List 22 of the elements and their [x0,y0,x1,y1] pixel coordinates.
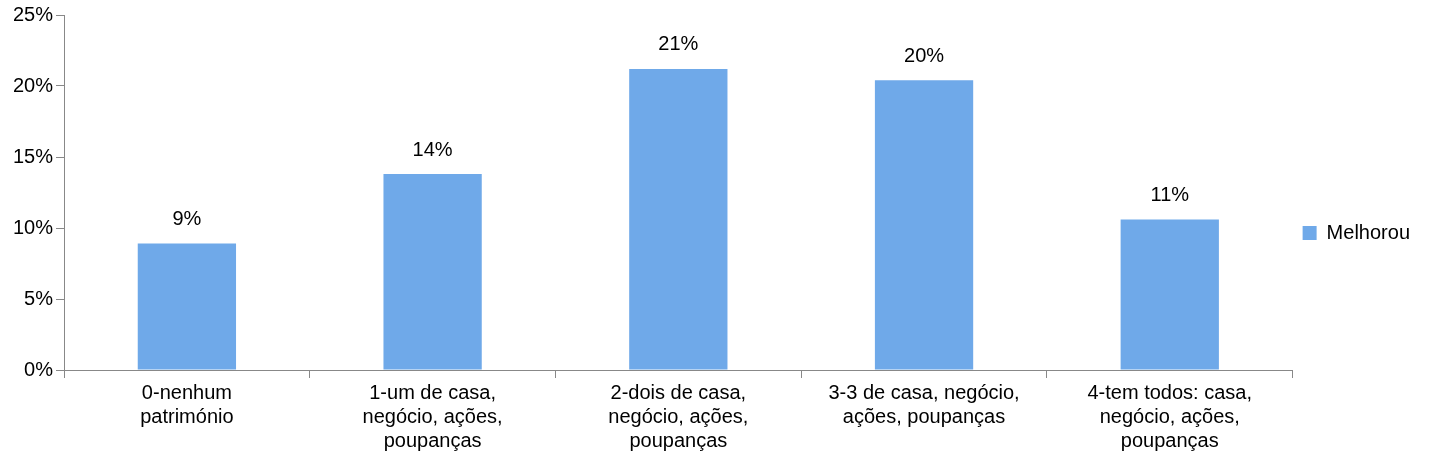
x-tick-label: 4-tem todos: casa, negócio, ações, poupanças [1087,380,1253,451]
data-label: 14% [412,137,453,160]
y-tick-label: 5% [24,286,54,309]
y-tick-label: 10% [13,215,54,238]
data-label: 20% [904,43,945,66]
bar [1120,219,1219,370]
y-tick-label: 0% [24,357,54,380]
y-tick-label: 15% [13,144,54,167]
y-tick-label: 25% [13,2,54,25]
x-tick-label: 1-um de casa, negócio, ações, poupanças [362,380,503,451]
x-tick-label: 2-dois de casa, negócio, ações, poupanças [608,380,749,451]
data-label: 9% [172,207,202,230]
bar [629,68,728,370]
data-label: 11% [1150,183,1190,205]
data-label: 21% [658,32,699,55]
y-tick-label: 20% [13,73,54,96]
x-tick-label: 3-3 de casa, negócio, ações, poupanças [828,380,1020,427]
bar [137,243,237,370]
bar [874,80,974,370]
bar [383,174,482,370]
x-tick-label: 0-nenhum património [140,380,234,427]
legend-label: Melhorou [1326,220,1411,243]
